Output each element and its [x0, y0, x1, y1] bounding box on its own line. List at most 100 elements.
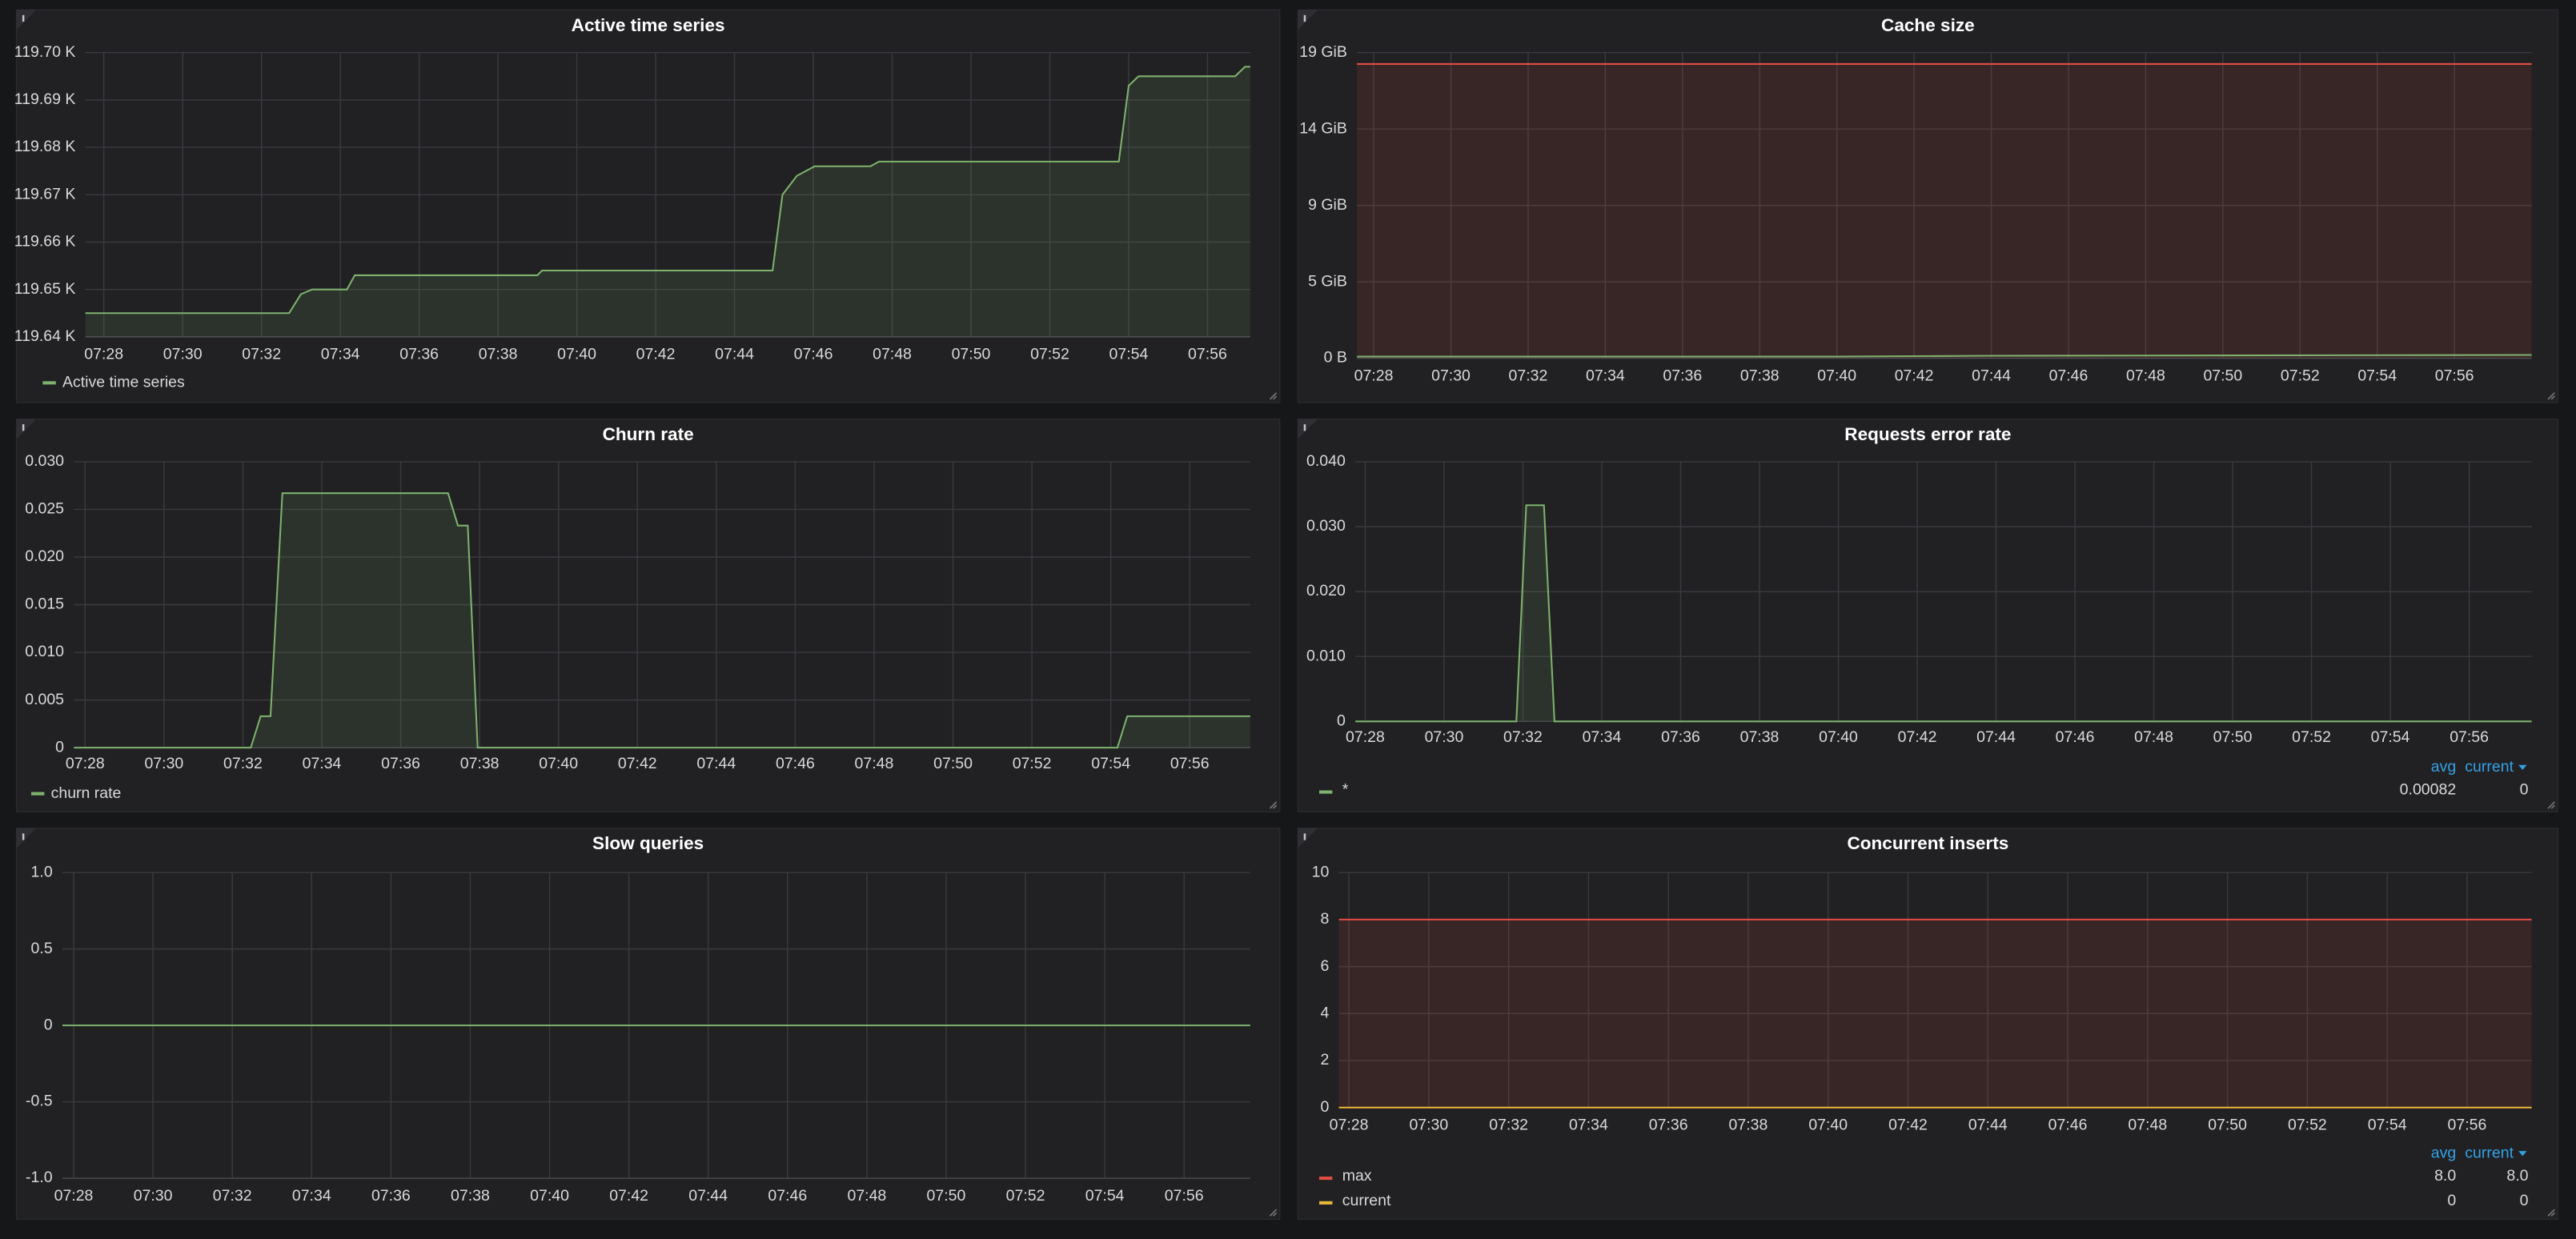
legend-label[interactable]: churn rate: [51, 784, 122, 802]
x-tick-label: 07:52: [1013, 755, 1052, 772]
x-tick-label: 07:28: [1354, 367, 1394, 384]
panel-title: Slow queries: [592, 833, 704, 853]
legend-stat: 0: [2447, 1192, 2456, 1209]
resize-handle[interactable]: [2547, 1209, 2555, 1217]
y-tick-label: -1.0: [26, 1169, 53, 1186]
x-tick-label: 07:56: [2450, 728, 2489, 746]
info-icon-stem: [1303, 833, 1306, 840]
x-tick-label: 07:54: [1085, 1187, 1125, 1205]
x-tick-label: 07:52: [2292, 728, 2331, 746]
x-tick-label: 07:44: [1972, 367, 2011, 384]
x-tick-label: 07:34: [303, 755, 342, 772]
legend-swatch[interactable]: [30, 792, 45, 796]
x-tick-label: 07:34: [1586, 367, 1625, 384]
info-icon[interactable]: [1298, 419, 1318, 439]
resize-handle[interactable]: [1269, 801, 1278, 809]
legend-label[interactable]: *: [1342, 781, 1349, 799]
resize-handle[interactable]: [1269, 1209, 1278, 1217]
x-tick-label: 07:34: [1569, 1116, 1608, 1133]
x-tick-label: 07:30: [163, 346, 203, 363]
sort-caret[interactable]: [2518, 764, 2527, 770]
x-tick-label: 07:36: [371, 1187, 411, 1205]
x-tick-label: 07:44: [696, 755, 736, 772]
resize-handle[interactable]: [2547, 801, 2555, 809]
x-tick-label: 07:42: [1895, 367, 1934, 384]
x-tick-label: 07:48: [855, 755, 894, 772]
y-tick-label: 0.040: [1306, 452, 1346, 470]
x-tick-label: 07:32: [242, 346, 281, 363]
y-tick-label: 0: [44, 1016, 53, 1033]
y-tick-label: 0.030: [25, 452, 64, 470]
y-tick-label: 0: [55, 738, 64, 756]
legend-column-header[interactable]: avg: [2431, 1144, 2456, 1161]
x-tick-label: 07:56: [1170, 755, 1210, 772]
x-tick-label: 07:48: [847, 1187, 886, 1205]
x-tick-label: 07:56: [1188, 346, 1227, 363]
x-tick-label: 07:48: [2134, 728, 2173, 746]
x-tick-label: 07:36: [1663, 367, 1702, 384]
info-icon-stem: [1303, 14, 1306, 22]
area-fill: [1338, 919, 2532, 1108]
x-tick-label: 07:56: [2448, 1116, 2487, 1133]
y-tick-label: 5 GiB: [1308, 272, 1347, 290]
legend-label[interactable]: current: [1342, 1192, 1391, 1209]
legend-column-header[interactable]: current: [2465, 758, 2514, 776]
x-tick-label: 07:52: [1006, 1187, 1045, 1205]
x-tick-label: 07:38: [1740, 367, 1780, 384]
area-fill: [1357, 63, 2532, 359]
info-icon[interactable]: [16, 419, 37, 439]
x-tick-label: 07:40: [557, 346, 596, 363]
x-tick-label: 07:44: [715, 346, 754, 363]
y-tick-label: 119.66 K: [14, 233, 76, 251]
legend-column-header[interactable]: current: [2465, 1144, 2514, 1161]
x-tick-label: 07:40: [530, 1187, 569, 1205]
resize-handle[interactable]: [2547, 392, 2555, 400]
y-tick-label: 119.64 K: [14, 327, 76, 345]
resize-handle[interactable]: [1269, 392, 1278, 400]
legend-label[interactable]: max: [1342, 1167, 1372, 1185]
x-tick-label: 07:34: [292, 1187, 331, 1205]
y-tick-label: 4: [1320, 1004, 1329, 1021]
x-tick-label: 07:28: [1346, 728, 1385, 746]
x-tick-label: 07:54: [2357, 367, 2397, 384]
info-icon[interactable]: [1298, 10, 1318, 30]
legend-swatch[interactable]: [42, 381, 56, 385]
legend-swatch[interactable]: [1318, 1176, 1333, 1181]
legend-swatch[interactable]: [1318, 790, 1333, 794]
panel-title: Concurrent inserts: [1847, 833, 2008, 853]
sort-caret[interactable]: [2518, 1151, 2527, 1157]
series-line: [1357, 354, 2532, 358]
legend-stat: 0: [2520, 781, 2529, 799]
x-tick-label: 07:56: [2435, 367, 2474, 384]
x-tick-label: 07:46: [2056, 728, 2095, 746]
y-tick-label: 119.70 K: [14, 43, 76, 61]
x-tick-label: 07:34: [321, 346, 360, 363]
x-tick-label: 07:44: [688, 1187, 728, 1205]
y-tick-label: 119.67 K: [14, 185, 76, 202]
series-line: [74, 492, 1250, 749]
x-tick-label: 07:46: [2048, 1116, 2088, 1133]
x-tick-label: 07:42: [609, 1187, 648, 1205]
y-tick-label: 0.5: [31, 940, 53, 957]
x-tick-label: 07:56: [1165, 1187, 1204, 1205]
legend-column-header[interactable]: avg: [2431, 758, 2456, 776]
legend-stat: 8.0: [2434, 1167, 2456, 1185]
x-tick-label: 07:28: [66, 755, 105, 772]
x-tick-label: 07:44: [1968, 1116, 2008, 1133]
x-tick-label: 07:46: [768, 1187, 807, 1205]
info-icon-stem: [1303, 424, 1306, 431]
x-tick-label: 07:30: [1431, 367, 1471, 384]
x-tick-label: 07:42: [636, 346, 676, 363]
x-tick-label: 07:36: [1649, 1116, 1688, 1133]
legend-label[interactable]: Active time series: [62, 374, 185, 391]
panel: [1297, 9, 2559, 403]
info-icon-stem: [22, 833, 25, 840]
info-icon[interactable]: [16, 10, 37, 30]
panel: [1297, 418, 2559, 812]
legend-stat: 0: [2520, 1192, 2529, 1209]
x-tick-label: 07:32: [1503, 728, 1543, 746]
y-tick-label: 14 GiB: [1299, 119, 1347, 137]
x-tick-label: 07:42: [1898, 728, 1937, 746]
legend-swatch[interactable]: [1318, 1201, 1333, 1205]
